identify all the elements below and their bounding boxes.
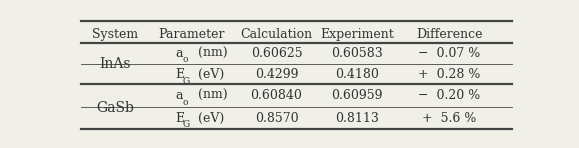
Text: E: E — [175, 68, 185, 81]
Text: 0.60583: 0.60583 — [331, 47, 383, 60]
Text: (eV): (eV) — [193, 112, 223, 125]
Text: (nm): (nm) — [193, 47, 227, 60]
Text: G: G — [182, 120, 189, 129]
Text: E: E — [175, 112, 185, 125]
Text: G: G — [182, 77, 189, 86]
Text: −  0.20 %: − 0.20 % — [418, 89, 481, 102]
Text: 0.4180: 0.4180 — [335, 68, 379, 81]
Text: Parameter: Parameter — [158, 28, 225, 41]
Text: Calculation: Calculation — [240, 28, 313, 41]
Text: 0.60959: 0.60959 — [332, 89, 383, 102]
Text: Experiment: Experiment — [320, 28, 394, 41]
Text: +  0.28 %: + 0.28 % — [418, 68, 481, 81]
Text: a: a — [175, 89, 183, 102]
Text: Difference: Difference — [416, 28, 482, 41]
Text: 0.4299: 0.4299 — [255, 68, 298, 81]
Text: (eV): (eV) — [193, 68, 223, 81]
Text: 0.8113: 0.8113 — [335, 112, 379, 125]
Text: o: o — [182, 98, 188, 107]
Text: 0.60625: 0.60625 — [251, 47, 302, 60]
Text: o: o — [182, 55, 188, 64]
Text: 0.8570: 0.8570 — [255, 112, 298, 125]
Text: 0.60840: 0.60840 — [251, 89, 302, 102]
Text: InAs: InAs — [99, 57, 131, 71]
Text: System: System — [92, 28, 138, 41]
Text: −  0.07 %: − 0.07 % — [418, 47, 481, 60]
Text: (nm): (nm) — [193, 89, 227, 102]
Text: +  5.6 %: + 5.6 % — [422, 112, 477, 125]
Text: a: a — [175, 47, 183, 60]
Text: GaSb: GaSb — [96, 101, 134, 115]
